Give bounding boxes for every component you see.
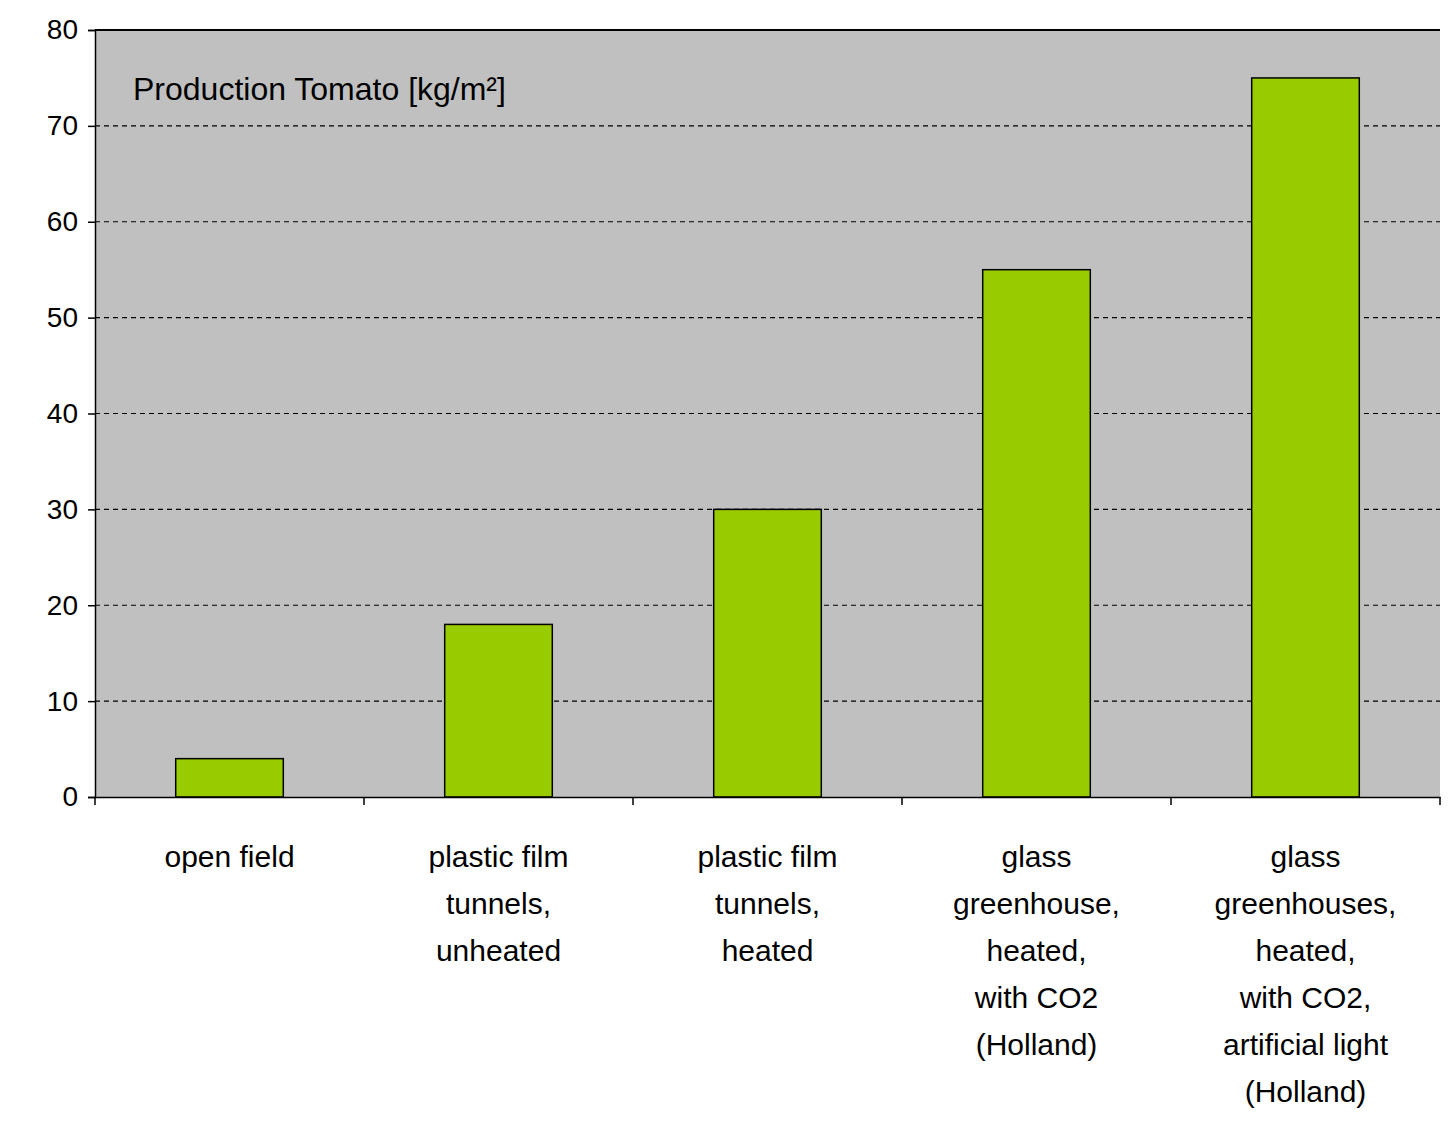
y-tick-label: 20 <box>47 590 78 621</box>
y-tick: 80 <box>47 14 95 45</box>
y-tick-mark <box>88 797 95 799</box>
y-tick: 70 <box>47 110 95 141</box>
x-category-separator <box>363 797 365 805</box>
y-tick: 40 <box>47 398 95 429</box>
y-tick: 50 <box>47 302 95 333</box>
y-tick-label: 70 <box>47 110 78 141</box>
chart: 0 10 20 30 40 50 60 70 80 open field plastic filmt… <box>0 0 1448 1124</box>
x-tick-label: plastic filmtunnels,unheated <box>428 840 568 967</box>
x-category-separator <box>632 797 634 805</box>
y-tick-mark <box>88 605 95 607</box>
y-tick-label: 10 <box>47 686 78 717</box>
bar <box>714 509 822 797</box>
y-tick-mark <box>88 317 95 319</box>
y-tick-mark <box>88 222 95 224</box>
x-category-separator <box>1170 797 1172 805</box>
bar <box>176 759 284 797</box>
y-tick-label: 40 <box>47 398 78 429</box>
bar <box>445 624 553 797</box>
grid-line <box>95 125 1440 126</box>
plot-background <box>95 30 1440 797</box>
y-axis-line <box>88 31 96 798</box>
grid-line <box>95 221 1440 222</box>
y-tick-label: 80 <box>47 14 78 45</box>
x-category-separator <box>1439 797 1441 805</box>
x-tick: plastic filmtunnels,unheated <box>428 840 568 967</box>
x-tick-label: glassgreenhouse,heated,with CO2(Holland) <box>953 840 1120 1061</box>
grid-line <box>95 413 1440 414</box>
y-tick-mark <box>88 509 95 511</box>
y-tick: 30 <box>47 494 95 525</box>
bars <box>176 78 1360 797</box>
y-tick-mark <box>88 413 95 415</box>
plot: 0 10 20 30 40 50 60 70 80 open field plastic filmt… <box>47 14 1441 1108</box>
x-tick: glassgreenhouses,heated,with CO2,artific… <box>1215 840 1397 1108</box>
chart-title: Production Tomato [kg/m²] <box>133 71 506 107</box>
y-tick-label: 0 <box>62 781 78 812</box>
x-tick: open field <box>164 840 294 873</box>
y-tick-label: 30 <box>47 494 78 525</box>
y-tick-mark <box>88 126 95 128</box>
y-tick: 60 <box>47 206 95 237</box>
grid-line <box>95 29 1440 31</box>
y-tick-mark <box>88 30 95 32</box>
x-axis-line <box>96 797 1441 799</box>
x-tick: plastic filmtunnels,heated <box>697 840 837 967</box>
y-tick: 20 <box>47 590 95 621</box>
x-tick-label: open field <box>164 840 294 873</box>
grid-line <box>95 317 1440 318</box>
bar <box>983 270 1091 797</box>
bar <box>1252 78 1360 797</box>
y-tick-label: 50 <box>47 302 78 333</box>
y-tick-label: 60 <box>47 206 78 237</box>
x-category-separator <box>94 797 96 805</box>
y-tick: 0 <box>62 781 95 812</box>
x-tick-label: glassgreenhouses,heated,with CO2,artific… <box>1215 840 1397 1108</box>
y-tick-mark <box>88 701 95 703</box>
x-category-separator <box>901 797 903 805</box>
y-axis: 0 10 20 30 40 50 60 70 80 <box>47 14 96 812</box>
x-axis: open field plastic filmtunnels,unheated pl… <box>95 797 1441 1108</box>
x-tick-label: plastic filmtunnels,heated <box>697 840 837 967</box>
y-tick: 10 <box>47 686 95 717</box>
x-tick: glassgreenhouse,heated,with CO2(Holland) <box>953 840 1120 1061</box>
